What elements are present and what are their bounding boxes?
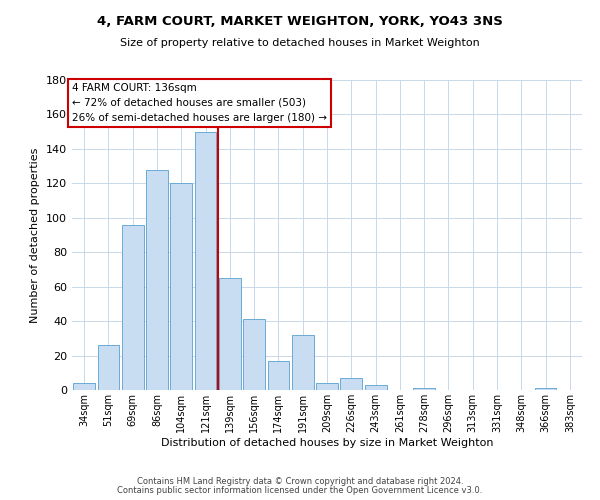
Bar [219, 278, 241, 390]
Bar [194, 132, 217, 390]
Y-axis label: Number of detached properties: Number of detached properties [31, 148, 40, 322]
Text: Contains HM Land Registry data © Crown copyright and database right 2024.: Contains HM Land Registry data © Crown c… [137, 477, 463, 486]
Text: Contains public sector information licensed under the Open Government Licence v3: Contains public sector information licen… [118, 486, 482, 495]
Bar [292, 335, 314, 390]
Bar [170, 184, 192, 390]
X-axis label: Distribution of detached houses by size in Market Weighton: Distribution of detached houses by size … [161, 438, 493, 448]
Bar [316, 383, 338, 390]
Bar [268, 360, 289, 390]
Bar [340, 378, 362, 390]
Bar [365, 385, 386, 390]
Bar [97, 345, 119, 390]
Text: 4, FARM COURT, MARKET WEIGHTON, YORK, YO43 3NS: 4, FARM COURT, MARKET WEIGHTON, YORK, YO… [97, 15, 503, 28]
Bar [122, 224, 143, 390]
Bar [146, 170, 168, 390]
Text: 4 FARM COURT: 136sqm
← 72% of detached houses are smaller (503)
26% of semi-deta: 4 FARM COURT: 136sqm ← 72% of detached h… [72, 83, 327, 122]
Text: Size of property relative to detached houses in Market Weighton: Size of property relative to detached ho… [120, 38, 480, 48]
Bar [243, 320, 265, 390]
Bar [73, 383, 95, 390]
Bar [535, 388, 556, 390]
Bar [413, 388, 435, 390]
